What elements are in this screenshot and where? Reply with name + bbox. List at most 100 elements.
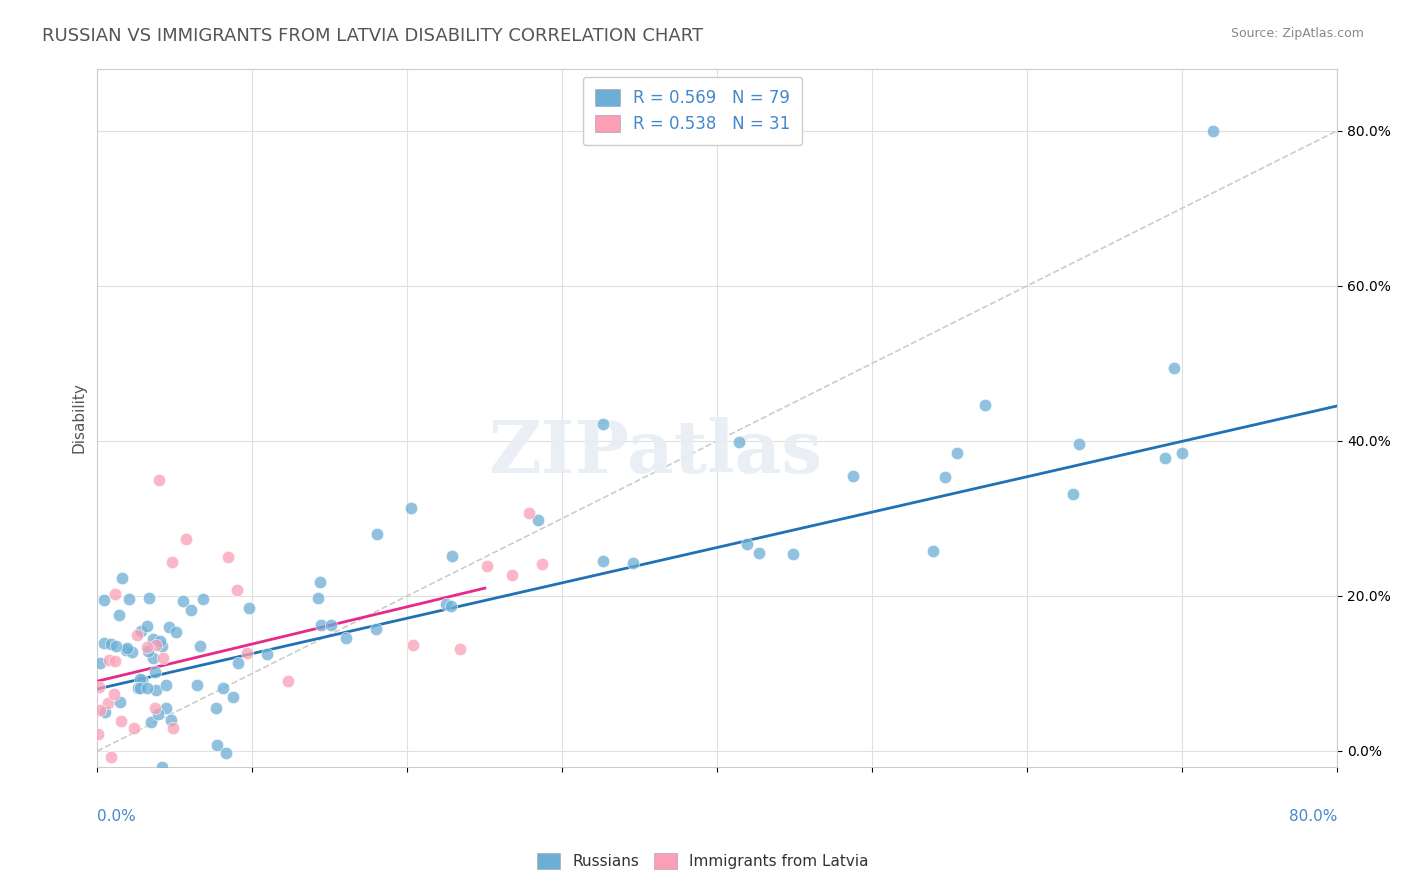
Russians [1171, 446, 1194, 460]
Immigrants from Latvia [104, 587, 127, 601]
Russians [155, 701, 177, 715]
Immigrants from Latvia [122, 721, 145, 735]
Russians [441, 549, 464, 563]
Russians [226, 656, 249, 670]
Russians [215, 747, 238, 761]
Russians [127, 681, 149, 695]
Text: Source: ZipAtlas.com: Source: ZipAtlas.com [1230, 27, 1364, 40]
Immigrants from Latvia [174, 532, 197, 546]
Russians [131, 673, 153, 687]
Immigrants from Latvia [148, 473, 170, 487]
Russians [108, 695, 131, 709]
Immigrants from Latvia [87, 726, 110, 740]
Russians [145, 683, 167, 698]
Russians [135, 619, 157, 633]
Russians [100, 637, 122, 651]
Russians [309, 575, 332, 590]
Russians [142, 651, 165, 665]
Immigrants from Latvia [160, 555, 183, 569]
Russians [165, 624, 187, 639]
Russians [1163, 361, 1185, 376]
Russians [107, 607, 129, 622]
Russians [222, 690, 245, 704]
Russians [118, 591, 141, 606]
Russians [440, 599, 463, 613]
Russians [401, 501, 423, 516]
Legend: R = 0.569   N = 79, R = 0.538   N = 31: R = 0.569 N = 79, R = 0.538 N = 31 [583, 77, 801, 145]
Russians [748, 546, 770, 560]
Russians [93, 635, 115, 649]
Russians [1153, 451, 1175, 466]
Immigrants from Latvia [236, 646, 259, 660]
Russians [117, 641, 139, 656]
Russians [104, 639, 127, 653]
Immigrants from Latvia [136, 640, 159, 654]
Russians [934, 470, 956, 484]
Russians [138, 591, 160, 605]
Immigrants from Latvia [89, 703, 111, 717]
Russians [129, 624, 152, 638]
Russians [115, 643, 138, 657]
Immigrants from Latvia [217, 550, 239, 565]
Immigrants from Latvia [103, 654, 125, 668]
Russians [191, 592, 214, 607]
Immigrants from Latvia [145, 639, 167, 653]
Russians [321, 618, 343, 632]
Russians [922, 543, 945, 558]
Immigrants from Latvia [110, 714, 132, 728]
Russians [1069, 437, 1091, 451]
Russians [180, 603, 202, 617]
Immigrants from Latvia [449, 641, 471, 656]
Immigrants from Latvia [530, 558, 553, 572]
Russians [256, 647, 278, 661]
Russians [160, 713, 183, 727]
Immigrants from Latvia [225, 583, 247, 598]
Russians [592, 417, 614, 432]
Russians [150, 639, 173, 653]
Russians [366, 622, 388, 636]
Russians [150, 759, 173, 773]
Russians [335, 632, 357, 646]
Immigrants from Latvia [162, 721, 184, 735]
Y-axis label: Disability: Disability [72, 382, 86, 453]
Russians [728, 434, 751, 449]
Russians [366, 527, 388, 541]
Immigrants from Latvia [87, 681, 110, 695]
Immigrants from Latvia [100, 749, 122, 764]
Russians [1202, 123, 1225, 137]
Immigrants from Latvia [97, 696, 120, 710]
Russians [238, 601, 260, 615]
Immigrants from Latvia [501, 568, 523, 582]
Russians [945, 446, 967, 460]
Russians [309, 617, 332, 632]
Russians [186, 678, 208, 692]
Russians [143, 665, 166, 679]
Text: ZIPatlas: ZIPatlas [488, 417, 823, 488]
Immigrants from Latvia [153, 782, 176, 797]
Russians [212, 681, 235, 696]
Russians [434, 597, 457, 611]
Immigrants from Latvia [277, 674, 299, 689]
Immigrants from Latvia [402, 638, 425, 652]
Russians [93, 705, 115, 719]
Russians [111, 571, 134, 585]
Russians [138, 644, 160, 658]
Russians [139, 714, 162, 729]
Russians [621, 557, 644, 571]
Legend: Russians, Immigrants from Latvia: Russians, Immigrants from Latvia [531, 847, 875, 875]
Immigrants from Latvia [97, 653, 120, 667]
Russians [146, 706, 169, 721]
Russians [974, 398, 997, 412]
Immigrants from Latvia [103, 686, 125, 700]
Russians [1062, 487, 1084, 501]
Russians [149, 633, 172, 648]
Russians [735, 537, 758, 551]
Russians [204, 701, 226, 715]
Russians [782, 547, 804, 561]
Russians [205, 739, 228, 753]
Text: 0.0%: 0.0% [97, 809, 136, 824]
Immigrants from Latvia [517, 506, 540, 520]
Immigrants from Latvia [152, 650, 174, 665]
Russians [155, 678, 177, 692]
Russians [172, 594, 194, 608]
